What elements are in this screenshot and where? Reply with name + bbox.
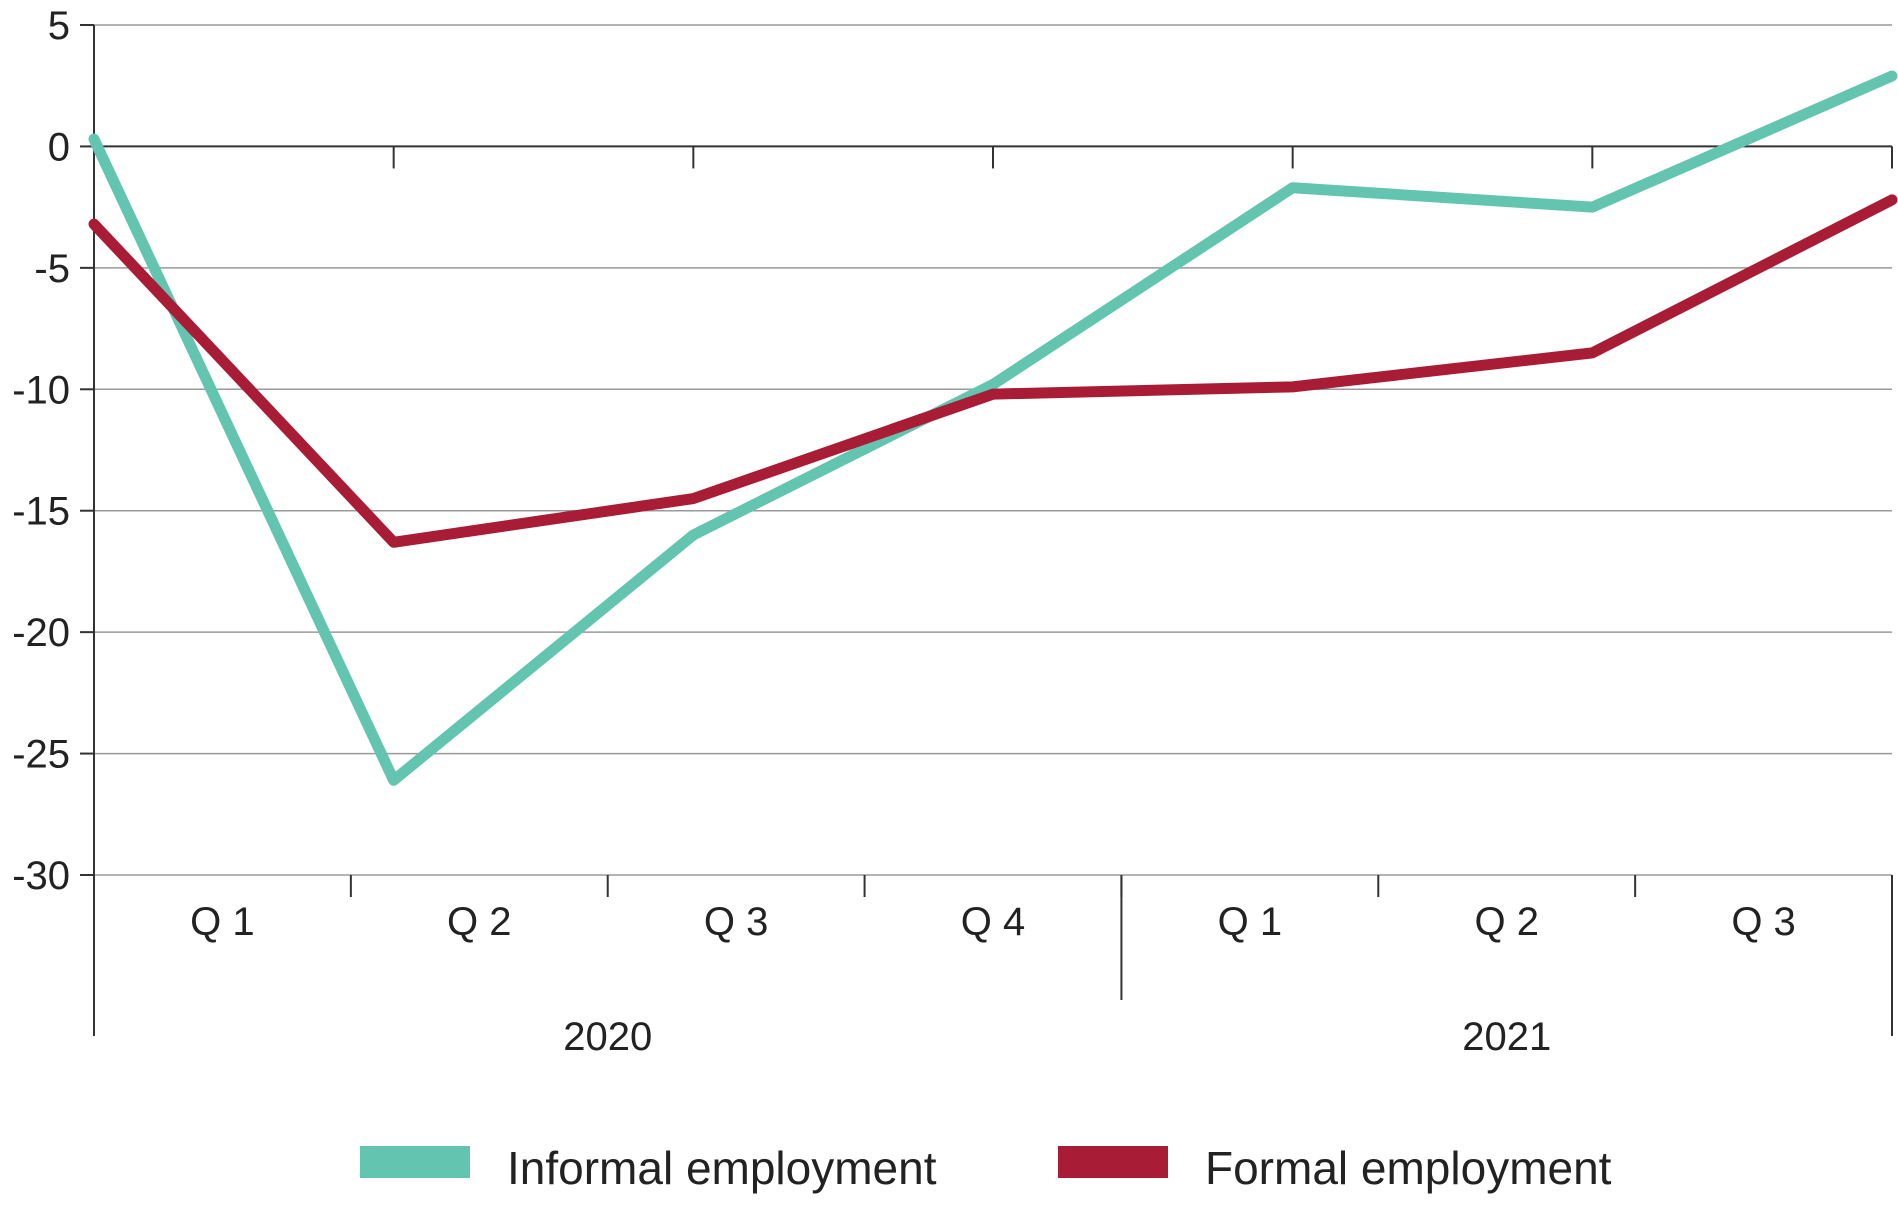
y-tick-label: 5 [48,4,70,48]
y-tick-label: -5 [34,247,70,291]
series-line-formal-employment [88,194,1898,548]
x-group-label: 2020 [563,1015,652,1059]
legend-swatch [1058,1146,1168,1178]
y-tick-label: -15 [12,490,70,534]
x-tick-label: Q 3 [1731,900,1795,944]
x-tick-label: Q 1 [190,900,254,944]
y-tick-label: -30 [12,854,70,898]
x-tick-label: Q 1 [1218,900,1282,944]
x-tick-label: Q 3 [704,900,768,944]
x-tick-label: Q 2 [447,900,511,944]
x-group-label: 2021 [1462,1015,1551,1059]
y-tick-label: -25 [12,733,70,777]
legend-label: Informal employment [507,1142,937,1194]
y-tick-label: -10 [12,368,70,412]
y-tick-label: -20 [12,611,70,655]
x-tick-label: Q 4 [961,900,1025,944]
legend-label: Formal employment [1205,1142,1612,1194]
legend-swatch [360,1146,470,1178]
x-tick-label: Q 2 [1474,900,1538,944]
y-tick-label: 0 [48,125,70,169]
series-line-informal-employment [88,70,1898,786]
